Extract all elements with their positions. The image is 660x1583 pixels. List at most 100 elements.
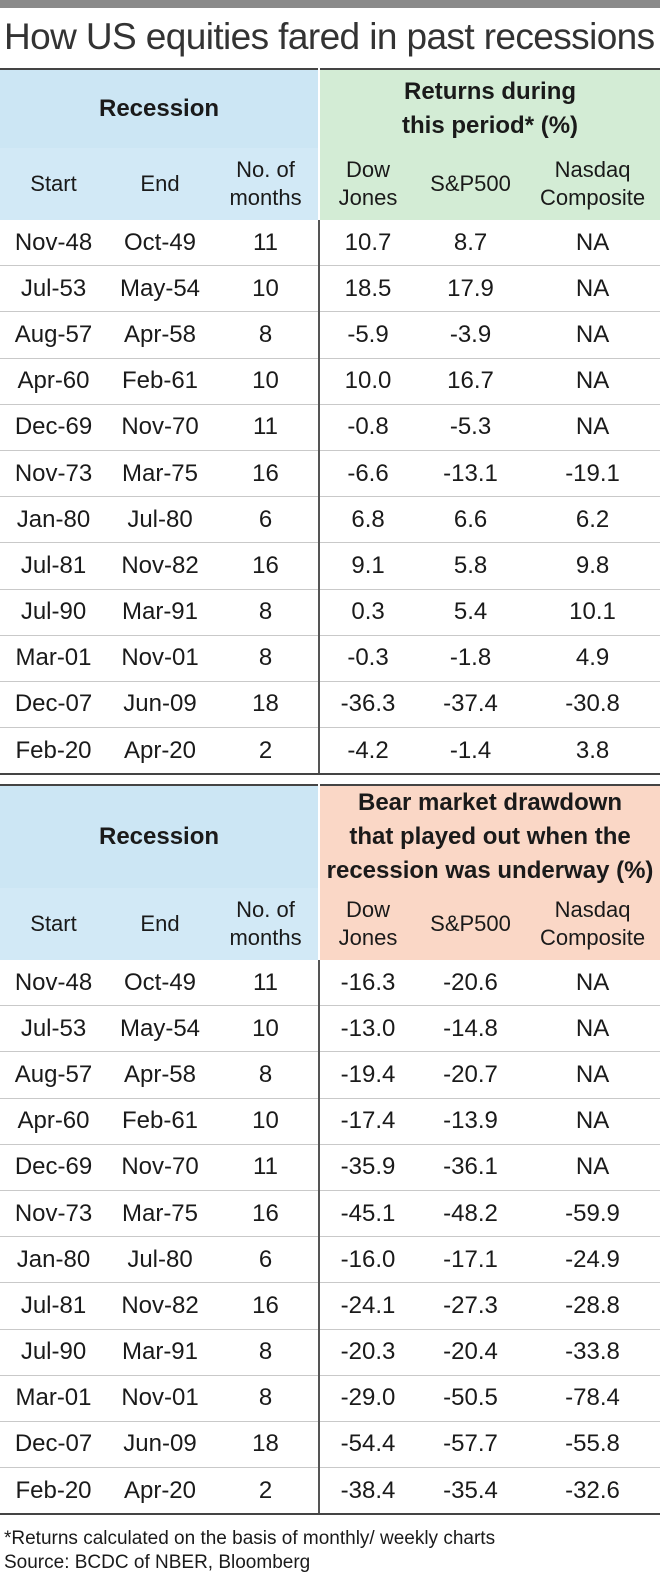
table-row: Apr-60 Feb-61 10 -17.4 -13.9 NA (0, 1098, 660, 1145)
cell-months: 8 (213, 1329, 321, 1376)
table-row: Dec-69 Nov-70 11 -0.8 -5.3 NA (0, 404, 660, 451)
table-row: Jan-80 Jul-80 6 6.8 6.6 6.2 (0, 496, 660, 544)
cell-nasdaq: NA (525, 358, 660, 405)
cell-dow-jones: -16.0 (319, 1236, 417, 1284)
cell-sp500: 8.7 (416, 220, 526, 267)
cell-start: Apr-60 (0, 1098, 107, 1145)
cell-months: 18 (213, 1421, 321, 1469)
cell-end: Apr-20 (107, 1467, 213, 1516)
cell-start: Aug-57 (0, 1051, 107, 1099)
table-row: Jul-53 May-54 10 18.5 17.9 NA (0, 265, 660, 313)
cell-sp500: -36.1 (416, 1144, 526, 1191)
cell-dow-jones: -6.6 (319, 450, 417, 498)
cell-nasdaq: 9.8 (525, 542, 660, 590)
column-header-sp500: S&P500 (416, 888, 526, 960)
cell-dow-jones: -16.3 (319, 960, 417, 1007)
table-row: Feb-20 Apr-20 2 -38.4 -35.4 -32.6 (0, 1467, 660, 1516)
table-row: Mar-01 Nov-01 8 -29.0 -50.5 -78.4 (0, 1375, 660, 1422)
cell-nasdaq: -33.8 (525, 1329, 660, 1376)
cell-nasdaq: -32.6 (525, 1467, 660, 1516)
table-row: Dec-69 Nov-70 11 -35.9 -36.1 NA (0, 1144, 660, 1191)
cell-start: Aug-57 (0, 311, 107, 359)
table-row: Nov-73 Mar-75 16 -6.6 -13.1 -19.1 (0, 450, 660, 498)
column-header-sp500: S&P500 (416, 148, 526, 220)
cell-dow-jones: 0.3 (319, 589, 417, 636)
table-row: Jul-81 Nov-82 16 -24.1 -27.3 -28.8 (0, 1282, 660, 1330)
returns-table: Recession Returns during this period* (%) S… (0, 68, 660, 776)
cell-start: Apr-60 (0, 358, 107, 405)
table-row: Dec-07 Jun-09 18 -54.4 -57.7 -55.8 (0, 1421, 660, 1469)
cell-sp500: -17.1 (416, 1236, 526, 1284)
top-rule (0, 0, 660, 8)
cell-start: Nov-73 (0, 1190, 107, 1238)
table-row: Jan-80 Jul-80 6 -16.0 -17.1 -24.9 (0, 1236, 660, 1284)
cell-dow-jones: -36.3 (319, 681, 417, 729)
cell-nasdaq: NA (525, 1005, 660, 1053)
cell-months: 11 (213, 220, 321, 267)
cell-nasdaq: NA (525, 265, 660, 313)
cell-nasdaq: -55.8 (525, 1421, 660, 1469)
cell-start: Dec-69 (0, 404, 107, 451)
cell-start: Jul-53 (0, 1005, 107, 1053)
cell-end: Apr-20 (107, 727, 213, 776)
cell-months: 10 (213, 358, 321, 405)
cell-end: Nov-01 (107, 635, 213, 682)
chart-title: How US equities fared in past recessions (4, 16, 655, 57)
table-row: Jul-81 Nov-82 16 9.1 5.8 9.8 (0, 542, 660, 590)
cell-months: 10 (213, 1005, 321, 1053)
cell-end: May-54 (107, 265, 213, 313)
cell-sp500: -20.6 (416, 960, 526, 1007)
source-note: Source: BCDC of NBER, Bloomberg (4, 1552, 311, 1573)
column-header-end: End (107, 148, 213, 220)
column-header-dow-jones: Dow Jones (319, 148, 417, 220)
cell-sp500: -1.4 (416, 727, 526, 776)
cell-start: Feb-20 (0, 1467, 107, 1516)
cell-sp500: -3.9 (416, 311, 526, 359)
cell-nasdaq: -19.1 (525, 450, 660, 498)
cell-dow-jones: -4.2 (319, 727, 417, 776)
cell-months: 11 (213, 404, 321, 451)
table-row: Aug-57 Apr-58 8 -5.9 -3.9 NA (0, 311, 660, 359)
column-header-dow-jones: Dow Jones (319, 888, 417, 960)
table-row: Feb-20 Apr-20 2 -4.2 -1.4 3.8 (0, 727, 660, 776)
cell-months: 16 (213, 1190, 321, 1238)
cell-nasdaq: 10.1 (525, 589, 660, 636)
cell-start: Nov-73 (0, 450, 107, 498)
cell-start: Nov-48 (0, 960, 107, 1007)
cell-sp500: -57.7 (416, 1421, 526, 1469)
cell-dow-jones: -17.4 (319, 1098, 417, 1145)
cell-months: 6 (213, 496, 321, 544)
cell-sp500: -27.3 (416, 1282, 526, 1330)
cell-sp500: -20.7 (416, 1051, 526, 1099)
cell-dow-jones: -35.9 (319, 1144, 417, 1191)
cell-months: 2 (213, 727, 321, 776)
cell-sp500: -35.4 (416, 1467, 526, 1516)
cell-start: Feb-20 (0, 727, 107, 776)
cell-sp500: -37.4 (416, 681, 526, 729)
cell-sp500: 5.8 (416, 542, 526, 590)
cell-nasdaq: -30.8 (525, 681, 660, 729)
cell-months: 2 (213, 1467, 321, 1516)
cell-start: Jul-90 (0, 1329, 107, 1376)
cell-sp500: 17.9 (416, 265, 526, 313)
column-header-start: Start (0, 148, 107, 220)
cell-dow-jones: -24.1 (319, 1282, 417, 1330)
column-header-start: Start (0, 888, 107, 960)
cell-months: 8 (213, 1375, 321, 1422)
cell-end: Feb-61 (107, 1098, 213, 1145)
cell-nasdaq: -24.9 (525, 1236, 660, 1284)
cell-sp500: -13.9 (416, 1098, 526, 1145)
cell-sp500: 6.6 (416, 496, 526, 544)
cell-sp500: -14.8 (416, 1005, 526, 1053)
column-header-nasdaq: Nasdaq Composite (525, 148, 660, 220)
cell-sp500: 16.7 (416, 358, 526, 405)
cell-end: Apr-58 (107, 1051, 213, 1099)
cell-end: Apr-58 (107, 311, 213, 359)
cell-start: Dec-07 (0, 681, 107, 729)
cell-start: Mar-01 (0, 1375, 107, 1422)
column-header-nasdaq: Nasdaq Composite (525, 888, 660, 960)
cell-end: Nov-70 (107, 404, 213, 451)
cell-dow-jones: 10.7 (319, 220, 417, 267)
cell-end: Feb-61 (107, 358, 213, 405)
footnote: *Returns calculated on the basis of mont… (4, 1528, 496, 1549)
